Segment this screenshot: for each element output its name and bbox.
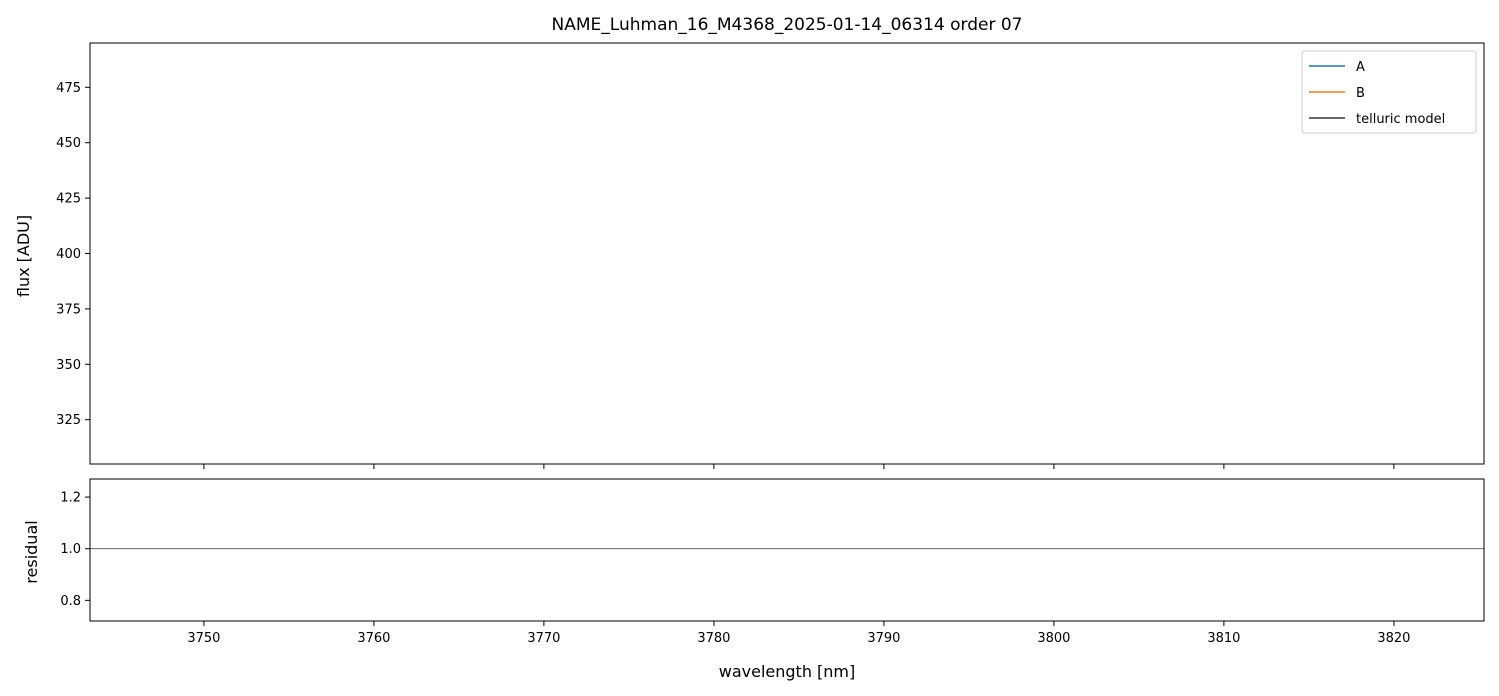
residual-x-tick-label: 3820	[1377, 631, 1410, 646]
residual-y-tick-label: 0.8	[60, 594, 81, 609]
residual-x-tick-label: 3790	[867, 631, 900, 646]
chart-title: NAME_Luhman_16_M4368_2025-01-14_06314 or…	[552, 15, 1023, 35]
flux-y-tick-label: 350	[56, 358, 81, 373]
legend: A B telluric model	[1301, 50, 1477, 134]
residual-x-tick-label: 3800	[1037, 631, 1070, 646]
residual-x-tick-label: 3780	[697, 631, 730, 646]
legend-label-A: A	[1356, 60, 1365, 75]
flux-y-axis-label: flux [ADU]	[14, 215, 33, 297]
flux-panel: 325 350 375 400 425 450 475 flux [ADU] A B tel…	[14, 42, 1485, 469]
residual-x-ticks: 3750 3760 3770 3780 3790 3800 3810 3820	[187, 621, 1410, 646]
flux-x-ticks	[203, 464, 1395, 469]
flux-y-tick-label: 475	[56, 81, 81, 96]
residual-y-ticks: 0.8 1.0 1.2	[60, 491, 90, 609]
residual-axes-frame	[89, 478, 1485, 622]
x-axis-label: wavelength [nm]	[719, 662, 856, 681]
flux-y-tick-label: 425	[56, 192, 81, 207]
residual-plot-area	[90, 479, 1484, 621]
legend-box	[1301, 50, 1477, 134]
flux-y-ticks: 325 350 375 400 425 450 475	[56, 81, 90, 428]
residual-x-tick-label: 3760	[357, 631, 390, 646]
legend-label-B: B	[1356, 86, 1365, 101]
flux-y-tick-label: 375	[56, 302, 81, 317]
flux-plot-area	[90, 43, 1484, 464]
residual-panel: 0.8 1.0 1.2 3750 3760 3770 3780 3790 3800 3810 38…	[22, 478, 1485, 681]
flux-y-tick-label: 325	[56, 413, 81, 428]
residual-x-tick-label: 3770	[527, 631, 560, 646]
residual-y-axis-label: residual	[22, 520, 41, 583]
residual-y-tick-label: 1.2	[60, 491, 81, 506]
residual-x-tick-label: 3810	[1207, 631, 1240, 646]
legend-label-telluric: telluric model	[1356, 112, 1445, 127]
flux-y-tick-label: 450	[56, 136, 81, 151]
flux-y-tick-label: 400	[56, 247, 81, 262]
residual-series-group	[90, 548, 1484, 550]
residual-y-tick-label: 1.0	[60, 542, 81, 557]
residual-x-tick-label: 3750	[187, 631, 220, 646]
